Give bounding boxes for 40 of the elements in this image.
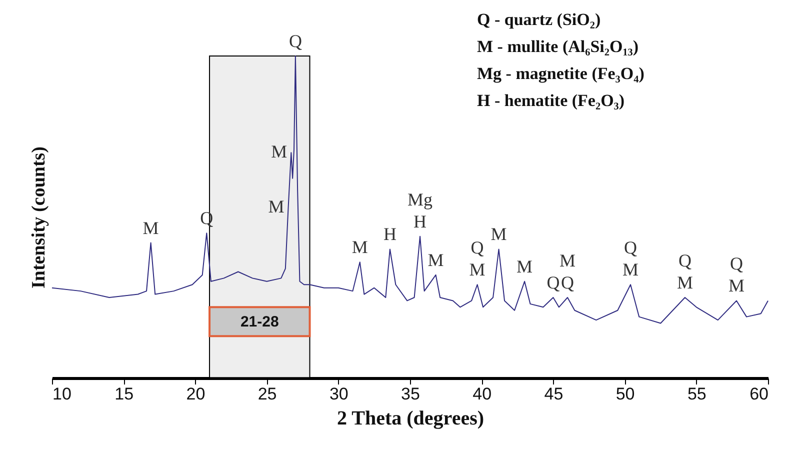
annotation: M - mullite (Al₆Si₂O₁₃)	[477, 37, 639, 56]
x-axis-title: 2 Theta (degrees)	[336, 408, 484, 430]
x-tick-label: 30	[329, 384, 348, 404]
annotation: Q	[546, 272, 560, 292]
annotation: M	[142, 218, 159, 238]
annotation: M	[428, 250, 444, 270]
x-tick-label: 40	[472, 384, 492, 404]
y-axis-title: Intensity (counts)	[28, 146, 50, 288]
annotation: Q	[730, 254, 743, 274]
annotation: M	[271, 142, 288, 162]
annotation: Q	[288, 31, 302, 51]
annotation: M	[268, 196, 284, 216]
annotation: M	[469, 260, 486, 280]
annotation: Q	[470, 238, 484, 258]
annotation: Q	[678, 250, 692, 270]
annotation: M	[728, 276, 745, 296]
x-tick-label: 25	[258, 384, 277, 404]
annotation: H	[383, 224, 396, 244]
annotation: M	[676, 272, 693, 292]
x-tick-label: 10	[52, 384, 72, 404]
annotation: H	[414, 211, 427, 232]
annotation: M	[560, 250, 576, 270]
annotation: Q	[624, 238, 638, 258]
annotation: M	[352, 237, 368, 258]
annotation: M	[516, 256, 533, 276]
text: Q - quartz (SiO₂)	[477, 10, 601, 29]
annotation: Mg - magnetite (Fe₃O₄)	[477, 64, 644, 83]
x-tick-label: 15	[114, 384, 134, 404]
annotation: Q	[561, 272, 574, 292]
x-tick-label: 55	[687, 384, 706, 404]
x-tick-label: 50	[616, 384, 635, 404]
annotation: M	[490, 224, 507, 244]
annotation: H - hematite (Fe₂O₃)	[477, 91, 625, 110]
band-label: 21-28	[240, 314, 279, 331]
annotation: Mg	[408, 189, 433, 210]
x-tick-label: 35	[401, 384, 420, 404]
x-tick-label: 60	[750, 384, 768, 404]
x-tick-label: 20	[186, 384, 206, 404]
x-tick-label: 45	[544, 384, 564, 404]
annotation: M	[622, 260, 639, 280]
